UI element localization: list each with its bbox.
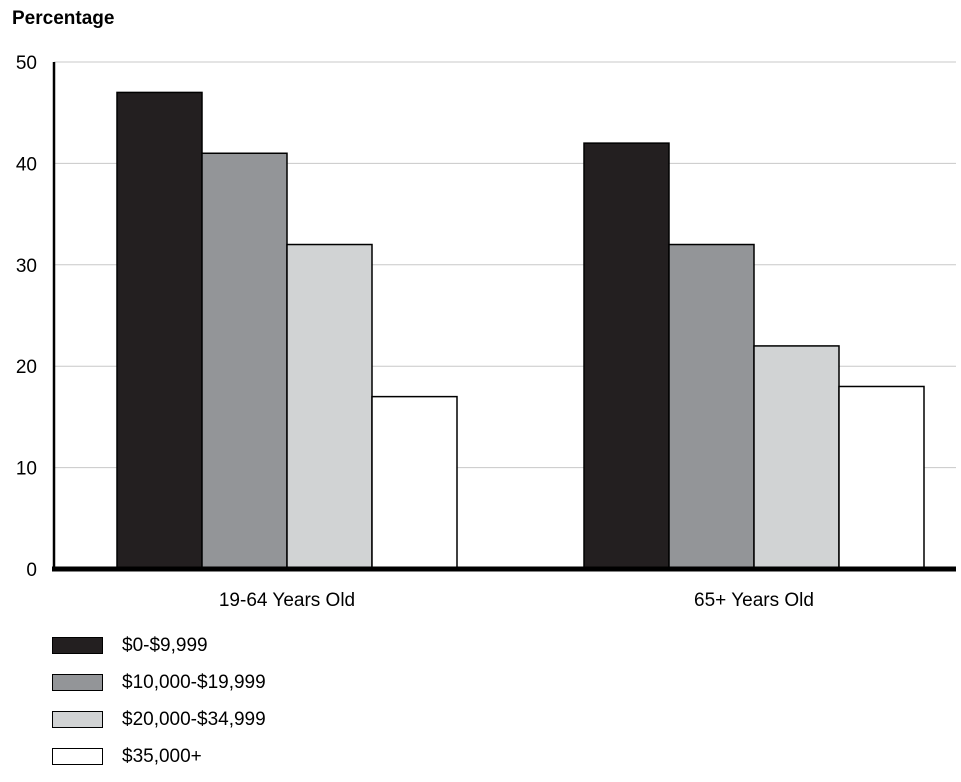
legend-label: $0-$9,999 <box>122 635 208 656</box>
legend-swatch <box>52 711 103 728</box>
x-tick-label-1: 65+ Years Old <box>694 590 814 611</box>
y-tick-label-20: 20 <box>16 357 37 378</box>
x-tick-label-0: 19-64 Years Old <box>219 590 355 611</box>
bar-0-2 <box>286 243 373 570</box>
y-tick-label-10: 10 <box>16 459 37 480</box>
bar-0-0 <box>116 91 203 570</box>
legend-label: $10,000-$19,999 <box>122 672 266 693</box>
legend-label: $20,000-$34,999 <box>122 709 266 730</box>
bar-1-3 <box>838 385 925 570</box>
legend-label: $35,000+ <box>122 746 202 767</box>
legend-swatch <box>52 748 103 765</box>
y-tick-label-0: 0 <box>26 560 37 581</box>
y-tick-label-30: 30 <box>16 256 37 277</box>
y-axis-label: Percentage <box>12 8 115 29</box>
bar-1-0 <box>583 142 670 570</box>
bar-0-3 <box>371 395 458 570</box>
y-tick-label-50: 50 <box>16 53 37 74</box>
y-tick-label-40: 40 <box>16 154 37 175</box>
legend-swatch <box>52 674 103 691</box>
bar-1-2 <box>753 345 840 570</box>
bar-chart: 0 10 20 30 40 50 19-64 Years Old 65+ Years Old <box>16 53 956 611</box>
bar-1-1 <box>668 243 755 570</box>
legend-swatch <box>52 637 103 654</box>
bar-0-1 <box>201 152 288 570</box>
